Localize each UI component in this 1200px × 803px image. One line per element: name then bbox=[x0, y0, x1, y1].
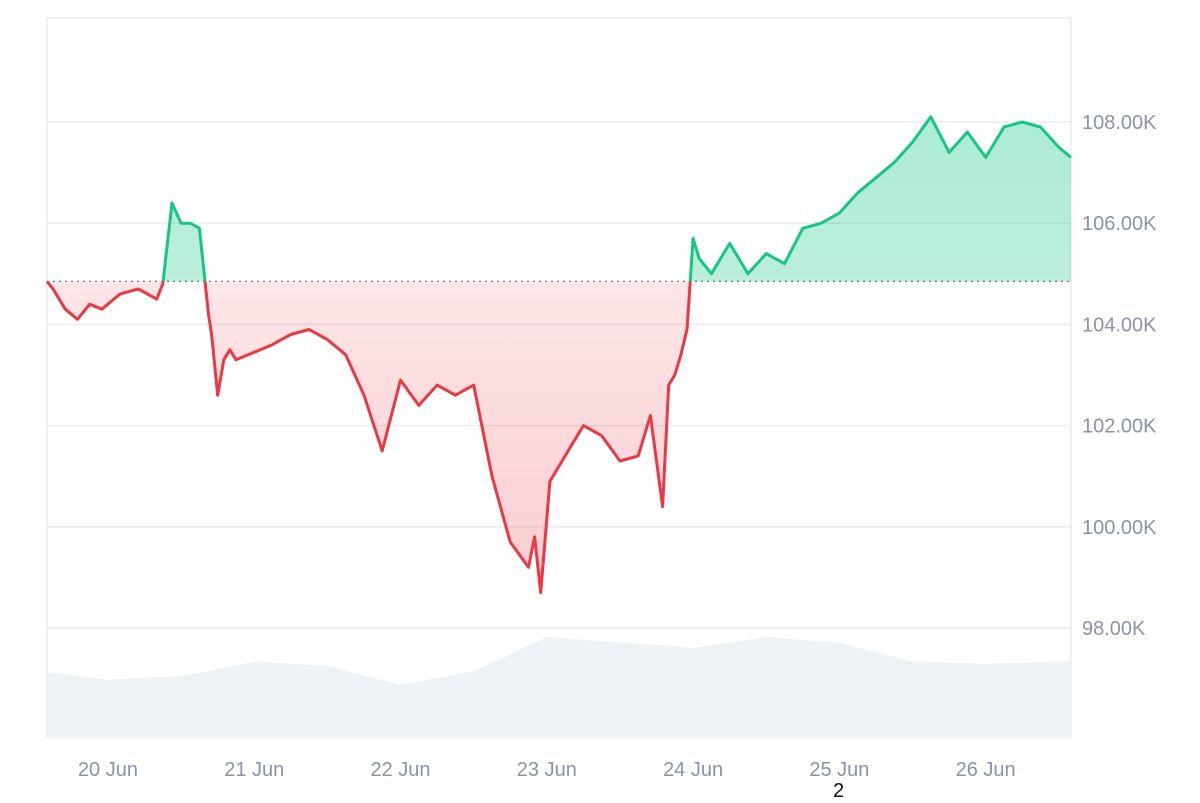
x-tick-label: 20 Jun bbox=[78, 759, 138, 780]
x-tick-label: 23 Jun bbox=[517, 759, 577, 780]
y-axis-ticks: 98.00K 100.00K 102.00K 104.00K 106.00K 108.00… bbox=[1082, 112, 1157, 640]
price-fill bbox=[47, 117, 1071, 593]
y-tick-label: 108.00K bbox=[1082, 112, 1157, 134]
volume-shape bbox=[47, 637, 1071, 738]
y-tick-label: 100.00K bbox=[1082, 517, 1157, 539]
x-tick-label: 21 Jun bbox=[224, 759, 284, 780]
footnote: 2 bbox=[0, 780, 1200, 800]
x-tick-label: 25 Jun bbox=[809, 759, 869, 780]
x-tick-label: 24 Jun bbox=[663, 759, 723, 780]
x-tick-label: 22 Jun bbox=[370, 759, 430, 780]
y-tick-label: 102.00K bbox=[1082, 416, 1157, 438]
y-tick-label: 98.00K bbox=[1082, 618, 1146, 640]
price-chart: 98.00K 100.00K 102.00K 104.00K 106.00K 108.00… bbox=[0, 0, 1200, 780]
x-tick-label: 26 Jun bbox=[956, 759, 1016, 780]
y-tick-label: 106.00K bbox=[1082, 213, 1157, 235]
x-axis-ticks: 20 Jun 21 Jun 22 Jun 23 Jun 24 Jun 25 Jun 26 J… bbox=[78, 759, 1016, 780]
y-tick-label: 104.00K bbox=[1082, 314, 1157, 336]
volume-area bbox=[47, 637, 1071, 738]
